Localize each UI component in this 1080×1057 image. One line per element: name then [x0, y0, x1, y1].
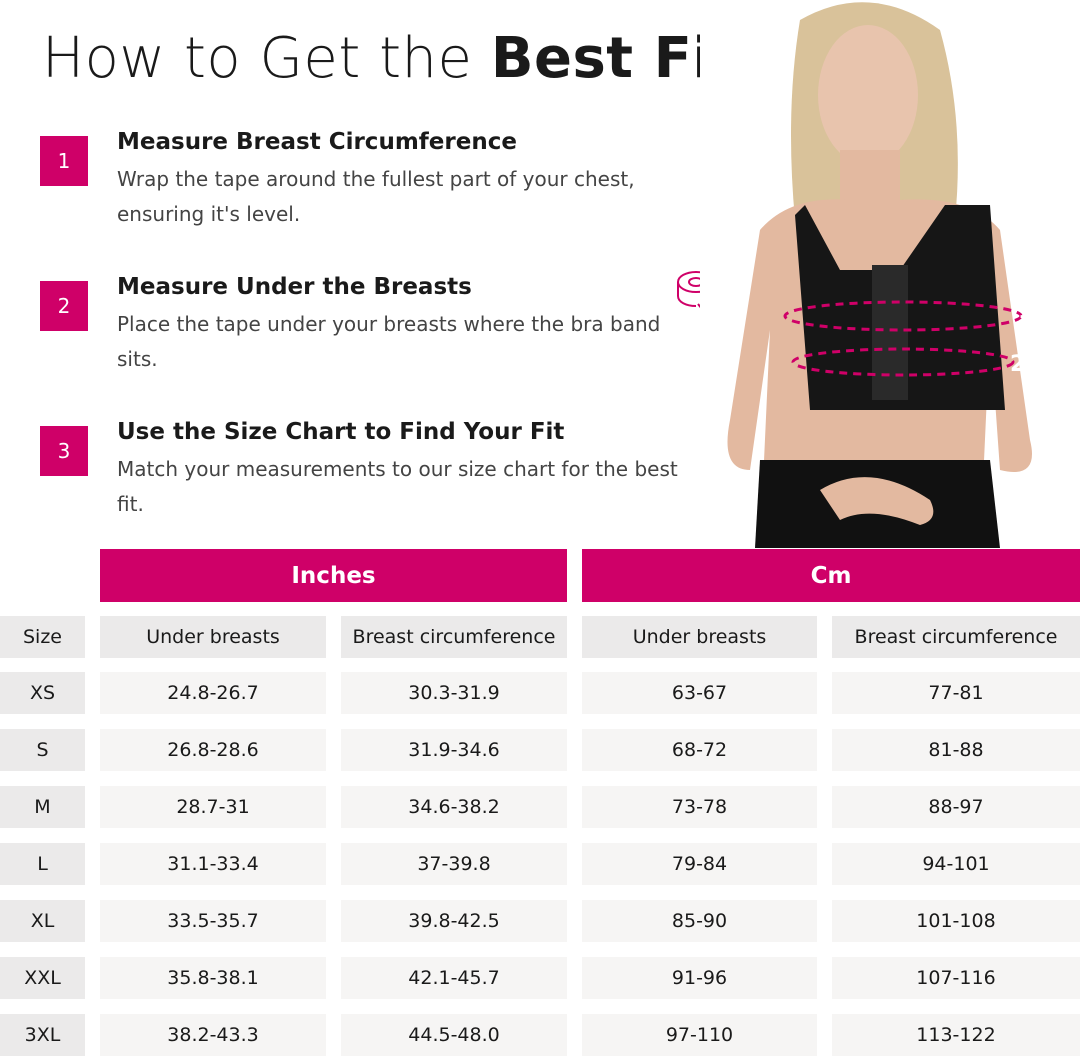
step-title: Measure Under the Breasts: [117, 274, 472, 300]
size-cell: XXL: [0, 957, 85, 999]
group-header-cm: Cm: [582, 549, 1080, 602]
column-header: Breast circumference: [832, 616, 1080, 658]
step-description: Match your measurements to our size char…: [117, 457, 678, 516]
table-cell: 33.5-35.7: [100, 900, 326, 942]
page-title: How to Get the Best Fit: [42, 26, 739, 91]
table-cell: 26.8-28.6: [100, 729, 326, 771]
size-cell: L: [0, 843, 85, 885]
size-cell: S: [0, 729, 85, 771]
step-description: Wrap the tape around the fullest part of…: [117, 167, 635, 226]
size-cell: XL: [0, 900, 85, 942]
table-cell: 73-78: [582, 786, 817, 828]
table-cell: 42.1-45.7: [341, 957, 567, 999]
table-cell: 34.6-38.2: [341, 786, 567, 828]
table-cell: 24.8-26.7: [100, 672, 326, 714]
step-number: 3: [40, 426, 88, 476]
title-light: How to Get the: [42, 26, 491, 91]
marker-1: 1: [1018, 299, 1033, 324]
title-bold: Best Fit: [490, 26, 740, 91]
table-cell: 35.8-38.1: [100, 957, 326, 999]
table-cell: 85-90: [582, 900, 817, 942]
table-cell: 37-39.8: [341, 843, 567, 885]
marker-2: 2: [1010, 352, 1025, 377]
table-cell: 44.5-48.0: [341, 1014, 567, 1056]
table-cell: 113-122: [832, 1014, 1080, 1056]
table-cell: 97-110: [582, 1014, 817, 1056]
column-header: Breast circumference: [341, 616, 567, 658]
column-header: Under breasts: [582, 616, 817, 658]
table-cell: 101-108: [832, 900, 1080, 942]
step-description: Place the tape under your breasts where …: [117, 312, 661, 371]
size-cell: M: [0, 786, 85, 828]
table-cell: 30.3-31.9: [341, 672, 567, 714]
table-cell: 39.8-42.5: [341, 900, 567, 942]
column-header: Size: [0, 616, 85, 658]
table-cell: 77-81: [832, 672, 1080, 714]
step-title: Use the Size Chart to Find Your Fit: [117, 419, 565, 445]
table-cell: 28.7-31: [100, 786, 326, 828]
table-cell: 79-84: [582, 843, 817, 885]
table-cell: 68-72: [582, 729, 817, 771]
table-cell: 63-67: [582, 672, 817, 714]
column-header: Under breasts: [100, 616, 326, 658]
step-number: 1: [40, 136, 88, 186]
table-cell: 88-97: [832, 786, 1080, 828]
step-number: 2: [40, 281, 88, 331]
table-cell: 91-96: [582, 957, 817, 999]
table-cell: 38.2-43.3: [100, 1014, 326, 1056]
step-title: Measure Breast Circumference: [117, 129, 517, 155]
table-cell: 31.9-34.6: [341, 729, 567, 771]
group-header-inches: Inches: [100, 549, 567, 602]
size-cell: XS: [0, 672, 85, 714]
size-cell: 3XL: [0, 1014, 85, 1056]
table-cell: 81-88: [832, 729, 1080, 771]
model-photo: 1 2: [700, 0, 1080, 548]
table-cell: 31.1-33.4: [100, 843, 326, 885]
table-cell: 94-101: [832, 843, 1080, 885]
table-cell: 107-116: [832, 957, 1080, 999]
